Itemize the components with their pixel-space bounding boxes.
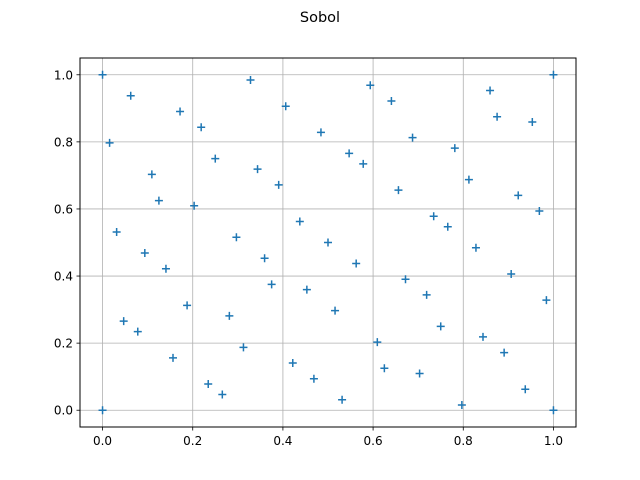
data-point [464,175,473,184]
grid-lines [80,58,576,427]
data-point [211,154,220,163]
data-point [169,353,177,362]
data-point [380,364,389,373]
data-point [112,228,121,237]
data-point [443,222,452,231]
data-point [176,107,185,116]
data-point [154,196,163,205]
data-point [147,170,156,179]
data-point [408,133,417,142]
data-point [429,212,438,221]
data-point [302,285,311,294]
data-point [267,280,276,289]
data-point [486,86,495,95]
x-tick-label: 0.2 [183,434,202,448]
data-point [528,117,537,126]
y-axis: 0.0 0.2 0.4 0.6 0.8 1.0 [54,68,80,418]
data-point [288,359,297,368]
data-point [493,112,502,121]
data-point [549,70,558,79]
data-point [436,322,445,331]
data-point [274,180,283,189]
data-point [161,264,170,273]
data-point [225,311,234,320]
data-point [324,238,332,247]
data-point [140,248,149,257]
data-point [542,296,551,305]
data-point [450,144,459,153]
y-tick-label: 0.2 [54,337,73,351]
data-point [98,70,107,79]
data-point [183,301,192,310]
x-tick-label: 1.0 [544,434,563,448]
data-point [387,96,396,105]
data-point [197,123,206,132]
data-points [98,70,558,415]
y-tick-label: 0.4 [54,270,73,284]
data-point [549,406,558,415]
chart-title: Sobol [300,10,340,26]
data-point [218,390,227,399]
data-point [331,306,340,315]
data-point [345,149,354,158]
data-point [471,243,480,252]
data-point [260,254,269,263]
data-point [479,332,487,341]
data-point [507,269,516,278]
data-point [246,76,255,85]
data-point [500,348,509,357]
y-tick-label: 1.0 [54,68,73,82]
data-point [457,400,466,409]
x-tick-label: 0.6 [364,434,383,448]
x-tick-label: 0.4 [273,434,292,448]
data-point [359,159,368,168]
data-point [119,317,128,326]
y-tick-label: 0.8 [54,135,73,149]
data-point [133,327,142,336]
x-tick-label: 0.8 [454,434,473,448]
data-point [422,290,431,299]
data-point [98,406,107,415]
data-point [190,201,199,210]
data-point [232,233,241,242]
data-point [338,395,347,404]
data-point [239,343,248,352]
y-tick-label: 0.6 [54,202,73,216]
data-point [535,207,544,216]
data-point [514,191,523,200]
data-point [126,91,135,100]
y-tick-label: 0.0 [54,404,73,418]
x-axis: 0.0 0.2 0.4 0.6 0.8 1.0 [93,427,563,448]
data-point [373,338,382,347]
data-point [366,81,375,90]
plot-frame [79,57,577,428]
data-point [394,186,403,195]
data-point [253,165,262,174]
data-point [309,374,318,383]
data-point [352,259,361,268]
data-point [521,385,530,394]
data-point [316,128,325,137]
data-point [105,138,114,147]
data-point [281,102,290,111]
data-point [204,380,213,389]
x-tick-label: 0.0 [93,434,112,448]
data-point [401,275,410,284]
data-point [295,217,304,226]
data-point [415,369,424,378]
